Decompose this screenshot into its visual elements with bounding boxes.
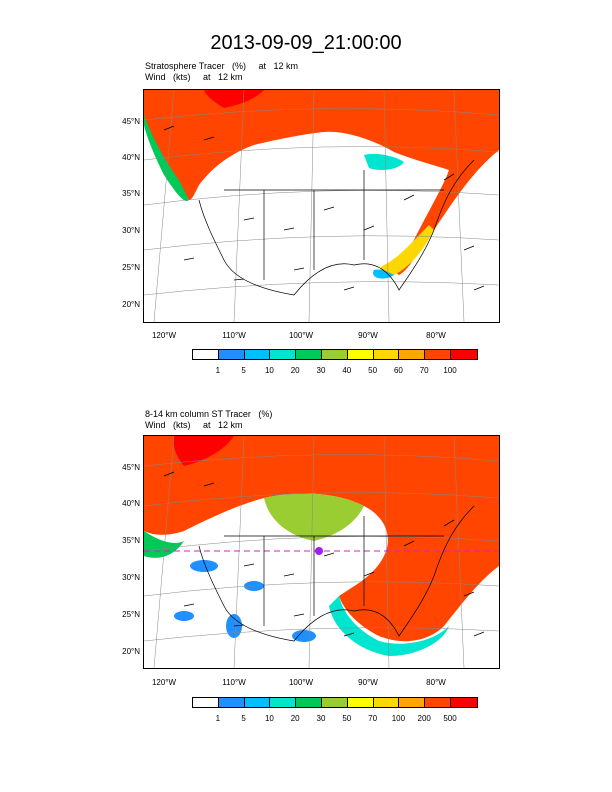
colorbar-swatch (244, 698, 271, 707)
wind-barbs (163, 471, 485, 637)
lon-label: 90°W (358, 331, 378, 340)
colorbar-label: 100 (443, 366, 457, 375)
colorbar-swatch (399, 350, 426, 359)
colorbar-1 (192, 349, 478, 360)
colorbar-label: 50 (368, 366, 378, 375)
colorbar-swatch (193, 698, 219, 707)
colorbar-swatch (218, 698, 245, 707)
colorbar-swatch (425, 698, 451, 707)
colorbar-label: 20 (290, 366, 300, 375)
colorbar-label: 30 (316, 714, 326, 723)
lat-label: 45°N (122, 117, 140, 126)
panel2-subtitle-2: Wind (kts) at 12 km (145, 420, 243, 430)
lat-label: 45°N (122, 463, 140, 472)
panel1-subtitle-1: Stratosphere Tracer (%) at 12 km (145, 61, 299, 71)
colorbar-swatch (218, 350, 245, 359)
colorbar-label: 5 (241, 366, 246, 375)
colorbar-label: 100 (391, 714, 406, 723)
lat-label: 30°N (122, 226, 140, 235)
site-marker (315, 547, 323, 555)
colorbar-swatch (347, 350, 374, 359)
graticule (144, 90, 499, 322)
lat-label: 40°N (122, 153, 140, 162)
tracer-high-region (144, 436, 499, 642)
colorbar-swatch (270, 698, 297, 707)
map-panel-2 (143, 435, 500, 669)
coastlines (198, 505, 475, 642)
colorbar-label: 1 (215, 366, 221, 375)
map-panel-1 (143, 89, 500, 323)
colorbar-swatch (321, 698, 348, 707)
colorbar-label: 70 (419, 366, 429, 375)
lon-label: 120°W (151, 331, 177, 340)
colorbar-label: 1 (215, 714, 221, 723)
map-panel-1-svg (144, 90, 499, 322)
lon-label: 120°W (151, 678, 177, 687)
colorbar-label: 30 (316, 366, 326, 375)
lat-label: 40°N (122, 499, 140, 508)
colorbar-swatch (244, 350, 271, 359)
graticule (144, 436, 499, 668)
lon-label: 100°W (288, 331, 314, 340)
colorbar-label: 60 (393, 366, 403, 375)
colorbar-swatch (270, 350, 297, 359)
coastlines (198, 159, 475, 296)
colorbar-swatch (373, 698, 400, 707)
lon-label: 90°W (358, 678, 378, 687)
colorbar-swatch (450, 698, 477, 707)
lon-label: 110°W (222, 678, 246, 687)
colorbar-label: 40 (342, 366, 352, 375)
panel1-subtitle-2: Wind (kts) at 12 km (145, 72, 243, 82)
lon-label: 100°W (288, 678, 314, 687)
colorbar-label: 200 (417, 714, 431, 723)
lat-label: 20°N (122, 300, 140, 309)
colorbar-label: 500 (443, 714, 457, 723)
lat-label: 20°N (122, 647, 140, 656)
colorbar-swatch (373, 350, 400, 359)
lon-label: 80°W (426, 678, 446, 687)
colorbar-label: 50 (342, 714, 352, 723)
colorbar-swatch (296, 698, 322, 707)
lat-label: 30°N (122, 573, 140, 582)
colorbar-swatch (425, 350, 451, 359)
lat-label: 35°N (122, 189, 140, 198)
colorbar-2 (192, 697, 478, 708)
tracer-high-region (144, 90, 499, 275)
map-panel-2-svg (144, 436, 499, 668)
colorbar-label: 5 (241, 714, 246, 723)
lat-label: 25°N (122, 610, 140, 619)
colorbar-swatch (321, 350, 348, 359)
lon-label: 80°W (426, 331, 446, 340)
lat-label: 25°N (122, 263, 140, 272)
colorbar-swatch (347, 698, 374, 707)
tracer-patches (174, 560, 316, 642)
colorbar-swatch (450, 350, 477, 359)
colorbar-label: 10 (264, 366, 274, 375)
colorbar-label: 70 (368, 714, 378, 723)
colorbar-label: 10 (264, 714, 274, 723)
colorbar-swatch (193, 350, 219, 359)
page-title: 2013-09-09_21:00:00 (210, 32, 402, 54)
colorbar-swatch (399, 698, 426, 707)
colorbar-swatch (296, 350, 322, 359)
colorbar-label: 20 (290, 714, 300, 723)
lon-label: 110°W (222, 331, 246, 340)
wind-barbs (163, 125, 485, 291)
panel2-subtitle-1: 8-14 km column ST Tracer (%) (145, 409, 273, 419)
lat-label: 35°N (122, 536, 140, 545)
